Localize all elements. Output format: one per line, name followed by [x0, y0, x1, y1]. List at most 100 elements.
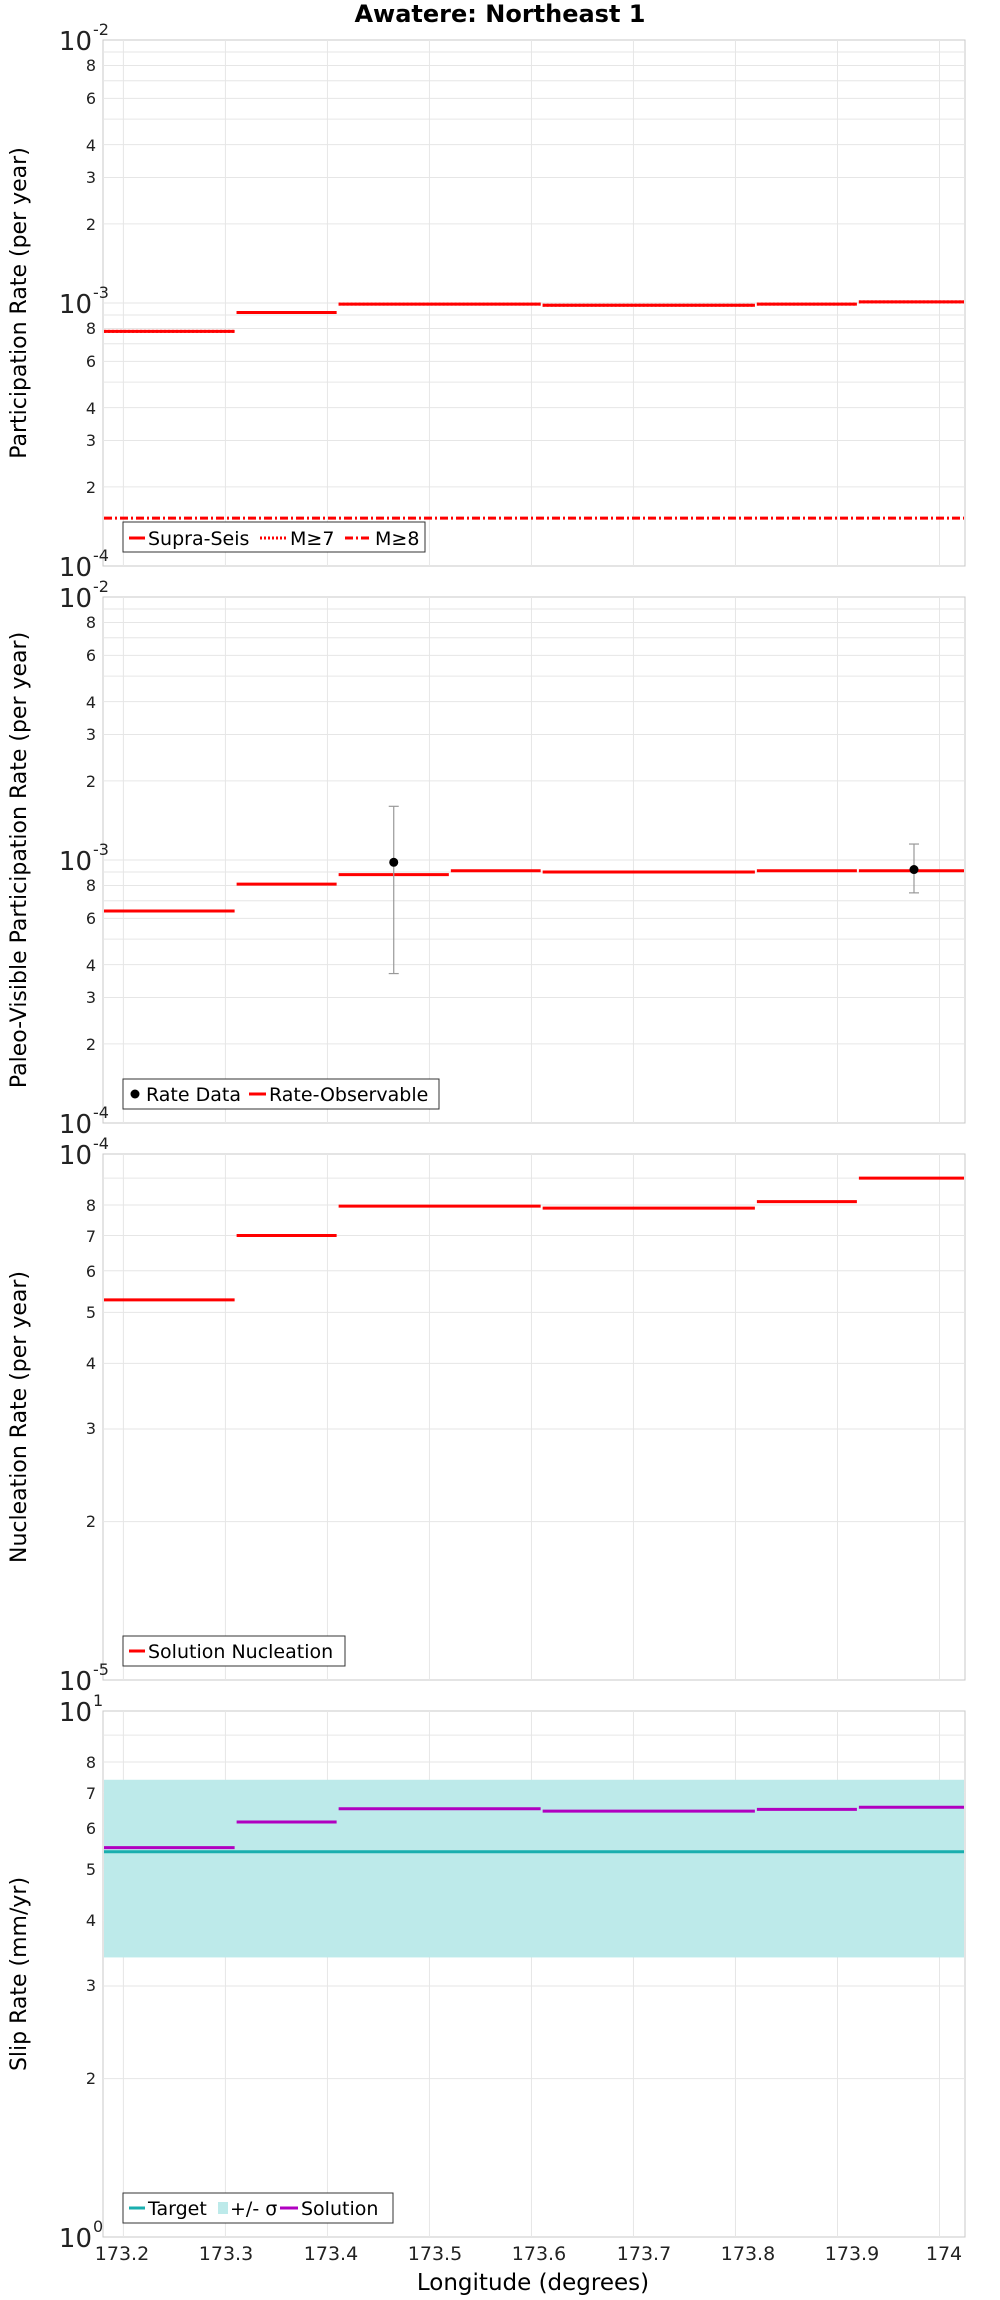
xtick-173-3: 173.3 [199, 2243, 253, 2265]
panel-paleo-ylabel: Paleo-Visible Participation Rate (per ye… [7, 632, 32, 1088]
ytick-minor-4e-5: 4 [86, 1354, 96, 1373]
ytick-minor-8e-3: 8 [86, 56, 96, 75]
xtick-173-5: 173.5 [408, 2243, 462, 2265]
ytick-major-1e-3-base: 10 [59, 847, 92, 877]
ytick-minor-6e-4: 6 [86, 352, 96, 371]
ytick-major-1e-5-exp: -5 [93, 1660, 109, 1679]
ytick-minor-2e-5: 2 [86, 1512, 96, 1531]
panel-paleo-yticks: 10 -2 8 6 4 3 2 10 -3 8 6 4 3 2 10 -4 [59, 577, 109, 1140]
ytick-major-1e-3-base: 10 [59, 290, 92, 320]
ytick-minor-6: 6 [86, 1819, 96, 1838]
legend-label-sigma-band: +/- σ [230, 2198, 277, 2220]
legend-label-supra-seis: Supra-Seis [148, 528, 249, 550]
ytick-major-1e-2-base: 10 [59, 584, 92, 614]
ytick-minor-4e-4: 4 [86, 399, 96, 418]
ytick-major-1e-3-exp: -3 [93, 283, 109, 302]
ytick-minor-6e-5: 6 [86, 1262, 96, 1281]
ytick-minor-4e-3: 4 [86, 136, 96, 155]
panel-paleo: Paleo-Visible Participation Rate (per ye… [7, 577, 966, 1140]
ytick-minor-2: 2 [86, 2069, 96, 2088]
panel-participation-yticks: 10 -2 8 6 4 3 2 10 -3 8 6 4 3 2 10 -4 [59, 20, 109, 583]
panel-nucleation-grid [103, 1154, 965, 1680]
legend-label-solution: Solution [301, 2198, 378, 2220]
ytick-minor-2e-4: 2 [86, 1035, 96, 1054]
ytick-minor-8e-5: 8 [86, 1196, 96, 1215]
legend-label-rate-data: Rate Data [146, 1084, 241, 1106]
ytick-minor-3: 3 [86, 1976, 96, 1995]
ytick-major-1e-2-exp: -2 [93, 577, 109, 596]
legend-box [122, 1635, 346, 1667]
panel-nucleation: Nucleation Rate (per year) 10 -4 8 7 6 5… [7, 1134, 966, 1697]
legend-box [122, 2192, 394, 2224]
panel-nucleation-ylabel: Nucleation Rate (per year) [7, 1271, 32, 1563]
ytick-minor-6e-3: 6 [86, 646, 96, 665]
ytick-minor-7e-5: 7 [86, 1227, 96, 1246]
ytick-minor-7: 7 [86, 1784, 96, 1803]
ytick-minor-3e-4: 3 [86, 431, 96, 450]
sigma-band [104, 1779, 964, 1958]
panel-paleo-grid [103, 597, 965, 1123]
ytick-minor-4e-4: 4 [86, 956, 96, 975]
panel-slip: Slip Rate (mm/yr) 10 1 8 7 6 5 4 3 2 10 … [7, 1691, 966, 2296]
panel-participation-grid [103, 40, 965, 566]
panel-paleo-series [104, 805, 964, 975]
xtick-173-9: 173.9 [825, 2243, 879, 2265]
panel-nucleation-yticks: 10 -4 8 7 6 5 4 3 2 10 -5 [59, 1134, 109, 1697]
ytick-major-1e-4-exp: -4 [93, 1103, 109, 1122]
ytick-major-1e-4-base: 10 [59, 1110, 92, 1140]
ytick-major-1e0-exp: 0 [93, 2217, 103, 2236]
panel-participation-ylabel: Participation Rate (per year) [7, 147, 32, 459]
ytick-minor-6e-4: 6 [86, 909, 96, 928]
ytick-major-1e-5-base: 10 [59, 1667, 92, 1697]
legend-label-rate-observable: Rate-Observable [269, 1084, 428, 1106]
ytick-major-1e-2-exp: -2 [93, 20, 109, 39]
ytick-minor-8e-3: 8 [86, 613, 96, 632]
ytick-minor-4e-3: 4 [86, 693, 96, 712]
xtick-173-8: 173.8 [721, 2243, 775, 2265]
ytick-major-1e0-base: 10 [59, 2224, 92, 2254]
ytick-minor-5: 5 [86, 1860, 96, 1879]
legend-label-target: Target [147, 2198, 207, 2220]
rate-data-point [389, 857, 399, 867]
panel-slip-legend: Target +/- σ Solution [122, 2192, 394, 2224]
xtick-173-4: 173.4 [304, 2243, 358, 2265]
ytick-major-1e-2-base: 10 [59, 27, 92, 57]
ytick-major-1e-4-exp: -4 [93, 546, 109, 565]
ytick-minor-3e-3: 3 [86, 725, 96, 744]
ytick-minor-2e-4: 2 [86, 478, 96, 497]
panel-slip-yticks: 10 1 8 7 6 5 4 3 2 10 0 [59, 1691, 103, 2254]
ytick-major-1e1-exp: 1 [93, 1691, 103, 1710]
panel-participation-series [104, 300, 964, 520]
legend-label-m7: M≥7 [290, 528, 334, 550]
ytick-minor-8: 8 [86, 1753, 96, 1772]
ytick-major-1e-4-base: 10 [59, 1141, 92, 1171]
ytick-major-1e1-base: 10 [59, 1698, 92, 1728]
xtick-173-7: 173.7 [617, 2243, 671, 2265]
ytick-minor-4: 4 [86, 1911, 96, 1930]
ytick-minor-3e-3: 3 [86, 168, 96, 187]
panel-nucleation-series [104, 1176, 964, 1302]
panel-slip-series [104, 1779, 964, 1958]
legend-swatch-rate-data [130, 1089, 140, 1099]
ytick-minor-3e-5: 3 [86, 1419, 96, 1438]
chart-title: Awatere: Northeast 1 [354, 0, 645, 28]
ytick-major-1e-3-exp: -3 [93, 840, 109, 859]
ytick-minor-2e-3: 2 [86, 215, 96, 234]
panel-nucleation-legend: Solution Nucleation [122, 1635, 346, 1667]
ytick-major-1e-4-base: 10 [59, 553, 92, 583]
x-axis-ticklabels: 173.2 173.3 173.4 173.5 173.6 173.7 173.… [95, 2243, 962, 2265]
ytick-minor-8e-4: 8 [86, 876, 96, 895]
rate-data-point [909, 865, 919, 875]
ytick-minor-3e-4: 3 [86, 988, 96, 1007]
legend-swatch-sigma-band [218, 2202, 228, 2214]
ytick-minor-6e-3: 6 [86, 89, 96, 108]
panel-participation-legend: Supra-Seis M≥7 M≥8 [122, 521, 426, 553]
x-axis-label: Longitude (degrees) [417, 2270, 649, 2296]
xtick-173-6: 173.6 [512, 2243, 566, 2265]
ytick-minor-2e-3: 2 [86, 772, 96, 791]
panel-nucleation-frame [102, 1153, 966, 1681]
xtick-174: 174 [926, 2243, 962, 2265]
legend-label-solution-nucleation: Solution Nucleation [148, 1641, 333, 1663]
